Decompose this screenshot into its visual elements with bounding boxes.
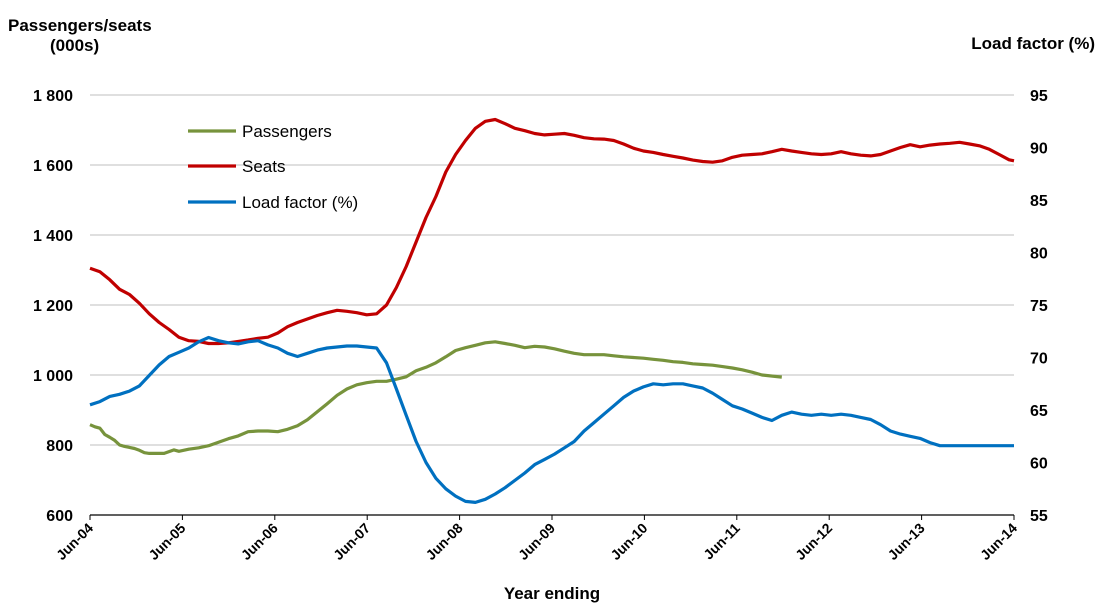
left-y-tick-label: 1 000 (33, 368, 73, 385)
right-y-tick-label: 80 (1030, 246, 1048, 263)
right-y-tick-label: 85 (1030, 193, 1048, 210)
x-tick-label: Jun-05 (145, 520, 188, 563)
x-axis-title: Year ending (504, 584, 600, 603)
left-axis-title: Passengers/seats (000s) (8, 16, 152, 56)
right-axis-title: Load factor (%) (971, 34, 1095, 53)
x-tick-label: Jun-09 (515, 520, 558, 563)
left-axis-title-line1: Passengers/seats (8, 16, 152, 35)
left-y-tick-label: 1 800 (33, 88, 73, 105)
series-line-passengers (89, 340, 782, 455)
left-y-tick-label: 800 (46, 438, 73, 455)
legend-label: Load factor (%) (242, 193, 358, 212)
x-tick-label: Jun-06 (238, 520, 281, 563)
right-y-tick-label: 60 (1030, 456, 1048, 473)
x-tick-label: Jun-13 (884, 520, 927, 563)
right-y-tick-label: 70 (1030, 351, 1048, 368)
x-tick-label: Jun-14 (977, 520, 1020, 563)
right-y-tick-label: 95 (1030, 88, 1048, 105)
x-tick-label: Jun-08 (422, 520, 465, 563)
right-y-tick-label: 90 (1030, 141, 1048, 158)
left-y-tick-label: 1 200 (33, 298, 73, 315)
series-line-load-factor (89, 335, 1014, 504)
x-tick-label: Jun-04 (53, 520, 96, 563)
right-y-tick-label: 65 (1030, 403, 1048, 420)
right-y-tick-label: 75 (1030, 298, 1048, 315)
left-y-tick-label: 1 600 (33, 158, 73, 175)
x-tick-label: Jun-10 (607, 520, 650, 563)
right-y-tick-label: 55 (1030, 508, 1048, 525)
legend-label: Passengers (242, 122, 332, 141)
left-y-tick-label: 600 (46, 508, 73, 525)
left-y-tick-label: 1 400 (33, 228, 73, 245)
x-tick-label: Jun-07 (330, 520, 373, 563)
x-tick-label: Jun-11 (700, 520, 743, 563)
series-line-seats (89, 117, 1015, 346)
legend-label: Seats (242, 157, 285, 176)
x-tick-label: Jun-12 (792, 520, 835, 563)
left-axis-title-line2: (000s) (50, 36, 100, 55)
